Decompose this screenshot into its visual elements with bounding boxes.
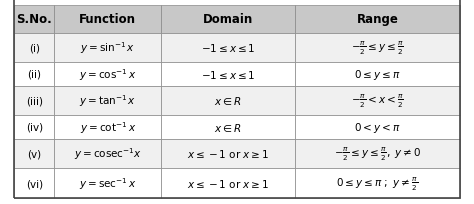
Text: $-\frac{\pi}{2} < x < \frac{\pi}{2}$: $-\frac{\pi}{2} < x < \frac{\pi}{2}$ [351,92,404,110]
Bar [161,86,295,116]
Text: Range: Range [356,13,398,26]
Bar [14,169,55,198]
Bar [55,116,161,139]
Text: $x \leq -1$ or $x \geq 1$: $x \leq -1$ or $x \geq 1$ [187,148,269,160]
Bar [295,6,460,33]
Bar [295,86,460,116]
Text: $y = \cos^{-1}x$: $y = \cos^{-1}x$ [79,67,137,82]
Text: (iv): (iv) [26,122,43,132]
Text: $-1 \leq x \leq 1$: $-1 \leq x \leq 1$ [201,69,255,81]
Bar [14,63,55,86]
Bar [55,33,161,63]
Bar [14,6,55,33]
Text: $-1 \leq x \leq 1$: $-1 \leq x \leq 1$ [201,42,255,54]
Text: Domain: Domain [203,13,253,26]
Bar [161,6,295,33]
Bar [14,86,55,116]
Text: (vi): (vi) [26,178,43,188]
Text: Function: Function [79,13,137,26]
Text: $y = \tan^{-1}x$: $y = \tan^{-1}x$ [79,93,137,109]
Bar [295,116,460,139]
Text: $-\frac{\pi}{2} \leq y \leq \frac{\pi}{2},\ y \neq 0$: $-\frac{\pi}{2} \leq y \leq \frac{\pi}{2… [334,145,421,162]
Bar [55,86,161,116]
Bar [14,139,55,169]
Text: $0 < y < \pi$: $0 < y < \pi$ [354,120,401,134]
Text: $x \in R$: $x \in R$ [214,95,242,107]
Bar [55,63,161,86]
Bar [55,139,161,169]
Text: $y = \sin^{-1}x$: $y = \sin^{-1}x$ [80,40,135,56]
Text: $0 \leq y \leq \pi$: $0 \leq y \leq \pi$ [354,68,401,82]
Bar [161,63,295,86]
Text: $-\frac{\pi}{2} \leq y \leq \frac{\pi}{2}$: $-\frac{\pi}{2} \leq y \leq \frac{\pi}{2… [351,40,404,57]
Text: $x \leq -1$ or $x \geq 1$: $x \leq -1$ or $x \geq 1$ [187,177,269,189]
Bar [55,169,161,198]
Text: $0 \leq y \leq \pi\ ;\ y \neq \frac{\pi}{2}$: $0 \leq y \leq \pi\ ;\ y \neq \frac{\pi}… [336,175,419,192]
Text: $y = \sec^{-1}x$: $y = \sec^{-1}x$ [79,175,137,191]
Bar [295,33,460,63]
Text: (i): (i) [29,43,40,53]
Bar [55,6,161,33]
Bar [161,116,295,139]
Bar [295,139,460,169]
Text: (ii): (ii) [27,70,41,80]
Text: $y = \cot^{-1}x$: $y = \cot^{-1}x$ [80,120,136,135]
Text: S.No.: S.No. [17,13,52,26]
Text: (iii): (iii) [26,96,43,106]
Bar [14,33,55,63]
Bar [161,139,295,169]
Bar [295,63,460,86]
Bar [161,169,295,198]
Bar [14,116,55,139]
Text: $y = \mathrm{cosec}^{-1}x$: $y = \mathrm{cosec}^{-1}x$ [74,146,142,162]
Bar [295,169,460,198]
Text: (v): (v) [27,149,41,159]
Text: $x \in R$: $x \in R$ [214,121,242,133]
Bar [161,33,295,63]
